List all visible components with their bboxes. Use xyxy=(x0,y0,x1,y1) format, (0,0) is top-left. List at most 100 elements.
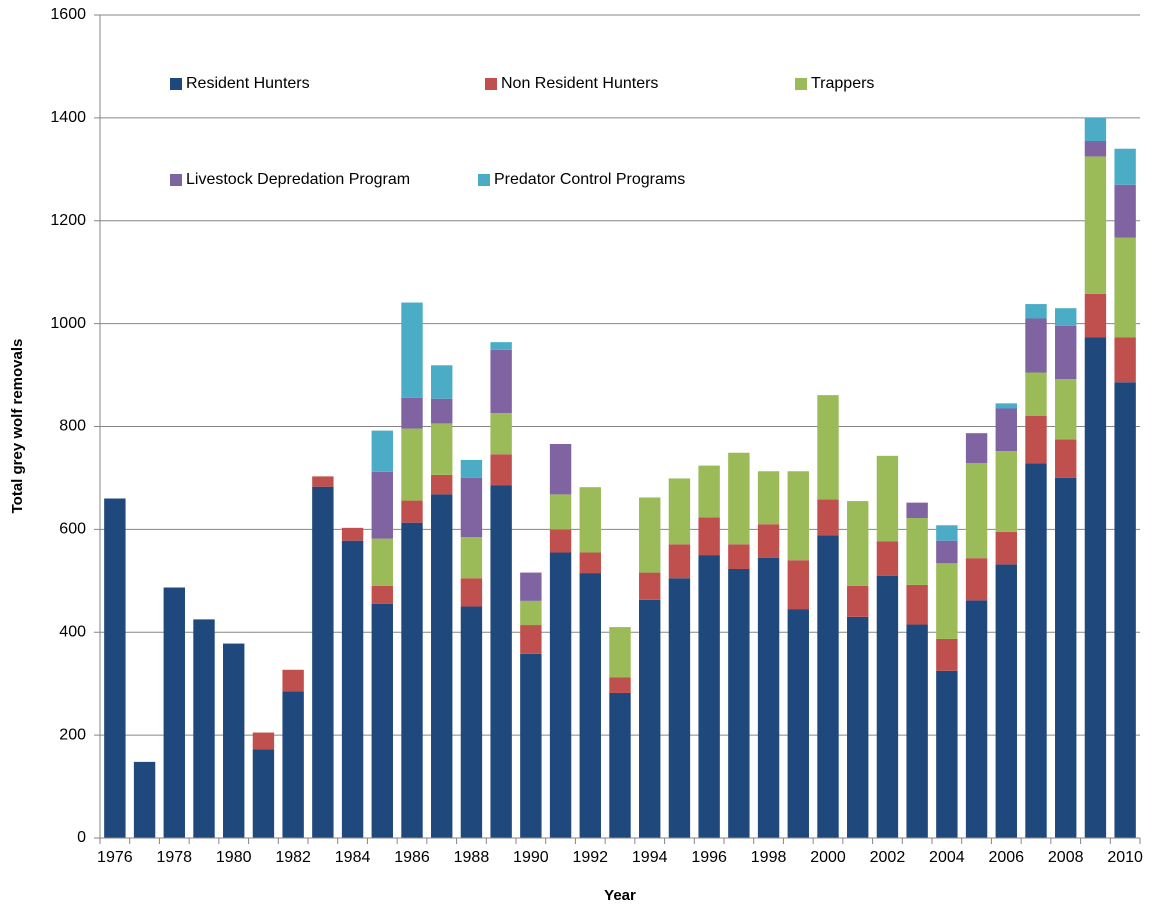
legend-swatch xyxy=(170,78,182,90)
bar-segment xyxy=(609,627,631,678)
y-tick-label: 1200 xyxy=(50,212,86,229)
bar-segment xyxy=(460,578,483,607)
legend-label: Trappers xyxy=(811,75,874,92)
y-tick-label: 1000 xyxy=(50,315,86,332)
bar-segment xyxy=(520,625,542,654)
bar-segment xyxy=(936,540,958,564)
bar-segment xyxy=(1055,308,1077,326)
y-tick-label: 200 xyxy=(59,726,86,743)
bar-segment xyxy=(133,761,156,838)
x-tick-label: 1982 xyxy=(275,849,311,866)
bar-segment xyxy=(757,471,780,525)
x-tick-label: 1980 xyxy=(216,849,252,866)
bar-segment xyxy=(1055,477,1077,838)
bar-segment xyxy=(906,584,928,625)
bar-segment xyxy=(1114,184,1136,238)
bar-segment xyxy=(1025,372,1047,416)
legend-label: Livestock Depredation Program xyxy=(186,171,410,188)
bar-segment xyxy=(401,302,423,398)
x-tick-label: 1990 xyxy=(513,849,549,866)
bar-segment xyxy=(460,537,483,579)
bar-segment xyxy=(668,544,691,579)
x-tick-label: 1998 xyxy=(751,849,787,866)
bar-segment xyxy=(282,669,304,692)
bar-segment xyxy=(728,452,750,545)
x-axis-label: Year xyxy=(604,887,636,904)
legend-label: Non Resident Hunters xyxy=(501,75,658,92)
bar-segment xyxy=(579,487,601,553)
bar-segment xyxy=(668,578,691,838)
bar-segment xyxy=(252,749,275,838)
bar-segment xyxy=(639,497,661,573)
bar-segment xyxy=(847,501,869,586)
y-axis-label: Total grey wolf removals xyxy=(9,339,26,514)
bar-segment xyxy=(282,691,304,838)
x-tick-label: 2010 xyxy=(1107,849,1143,866)
y-tick-label: 600 xyxy=(59,521,86,538)
bar-segment xyxy=(163,587,185,838)
x-tick-label: 1984 xyxy=(335,849,371,866)
bar-segment xyxy=(609,677,631,693)
bar-segment xyxy=(549,552,572,838)
bar-segment xyxy=(1055,439,1077,478)
bar-segment xyxy=(728,568,750,838)
x-tick-label: 1988 xyxy=(454,849,490,866)
bar-segment xyxy=(906,624,928,838)
bar-segment xyxy=(965,600,988,838)
bar-segment xyxy=(401,397,423,429)
bar-segment xyxy=(847,616,869,838)
bar-segment xyxy=(817,499,839,536)
x-tick-label: 2006 xyxy=(988,849,1024,866)
bar-segment xyxy=(371,585,393,604)
bar-segment xyxy=(787,471,809,561)
legend-swatch xyxy=(485,78,497,90)
bar-segment xyxy=(698,465,720,518)
y-tick-label: 400 xyxy=(59,623,86,640)
bar-segment xyxy=(460,459,483,478)
bar-segment xyxy=(431,365,453,399)
y-tick-label: 1600 xyxy=(50,6,86,23)
x-tick-label: 1996 xyxy=(691,849,727,866)
bar-segment xyxy=(252,732,275,750)
bar-segment xyxy=(817,535,839,838)
x-tick-label: 2002 xyxy=(870,849,906,866)
bar-segment xyxy=(787,560,809,610)
bar-segment xyxy=(817,395,839,500)
bar-segment xyxy=(668,478,691,545)
bar-segment xyxy=(549,529,572,553)
bar-segment xyxy=(401,522,423,838)
bar-segment xyxy=(1114,237,1136,338)
bar-segment xyxy=(431,423,453,475)
bar-segment xyxy=(965,558,988,601)
bar-segment xyxy=(1114,148,1136,185)
bar-segment xyxy=(1084,293,1107,338)
legend-swatch xyxy=(795,78,807,90)
bar-segment xyxy=(1055,379,1077,440)
bar-segment xyxy=(371,430,393,472)
bar-segment xyxy=(341,540,364,838)
bar-segment xyxy=(1084,117,1107,142)
bar-segment xyxy=(936,670,958,838)
bar-segment xyxy=(609,692,631,838)
bar-segment xyxy=(401,428,423,501)
bar-segment xyxy=(965,463,988,559)
bar-segment xyxy=(549,494,572,530)
x-tick-label: 1976 xyxy=(97,849,133,866)
bar-segment xyxy=(431,494,453,838)
y-tick-label: 1400 xyxy=(50,109,86,126)
legend-label: Predator Control Programs xyxy=(494,171,685,188)
bar-segment xyxy=(639,572,661,600)
bar-segment xyxy=(490,413,512,455)
x-tick-label: 1994 xyxy=(632,849,668,866)
bar-segment xyxy=(460,606,483,838)
bar-segment xyxy=(579,573,601,838)
bar-segment xyxy=(876,455,899,542)
x-tick-label: 1992 xyxy=(572,849,608,866)
bar-segment xyxy=(371,471,393,539)
bar-segment xyxy=(520,572,542,601)
bar-segment xyxy=(936,563,958,639)
bar-segment xyxy=(1055,325,1077,380)
bar-segment xyxy=(847,585,869,617)
bar-segment xyxy=(490,349,512,414)
